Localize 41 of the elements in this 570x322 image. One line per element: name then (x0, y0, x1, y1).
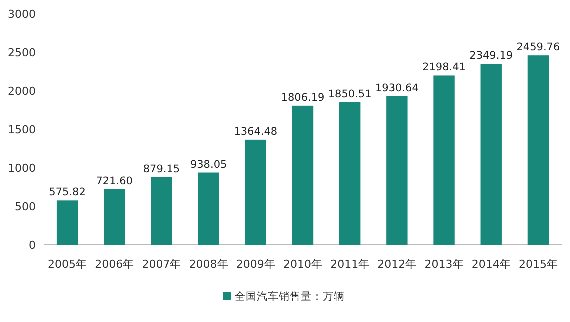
data-label: 938.05 (190, 158, 228, 171)
data-label: 1850.51 (328, 88, 372, 101)
y-tick-label: 3000 (8, 8, 36, 21)
bar (528, 56, 550, 245)
data-label: 1930.64 (375, 82, 420, 94)
data-label: 721.60 (96, 175, 134, 188)
bar (339, 102, 361, 245)
data-label: 2349.19 (470, 50, 514, 62)
bar (386, 96, 408, 245)
data-label: 2198.41 (422, 62, 466, 74)
x-tick-label: 2014年 (472, 258, 511, 271)
y-tick-label: 2500 (8, 46, 36, 60)
x-tick-label: 2010年 (284, 258, 322, 271)
bar (292, 106, 314, 245)
x-tick-label: 2009年 (236, 258, 276, 271)
y-tick-label: 1000 (8, 162, 36, 175)
x-tick-label: 2007年 (142, 258, 182, 271)
data-label: 879.15 (143, 163, 180, 176)
bar (104, 189, 126, 245)
x-tick-label: 2015年 (518, 258, 558, 271)
x-tick-label: 2008年 (189, 258, 228, 271)
data-label: 575.82 (49, 186, 86, 199)
x-tick-label: 2011年 (330, 258, 370, 271)
bar (56, 200, 78, 245)
x-tick-label: 2013年 (424, 258, 464, 271)
y-tick-label: 500 (15, 200, 36, 214)
bar (480, 64, 502, 245)
data-label: 2459.76 (516, 42, 560, 54)
bar (151, 177, 172, 245)
bar (434, 76, 455, 245)
bar (245, 140, 267, 245)
y-tick-label: 0 (29, 239, 36, 252)
data-label: 1364.48 (234, 126, 278, 138)
x-tick-label: 2006年 (95, 258, 134, 271)
bar (198, 172, 220, 245)
y-tick-label: 2000 (8, 85, 36, 98)
legend-label: 全国汽车销售量：万辆 (235, 290, 345, 303)
x-tick-label: 2012年 (378, 258, 417, 271)
y-tick-label: 1500 (8, 124, 36, 136)
x-tick-label: 2005年 (48, 258, 88, 271)
data-label: 1806.19 (281, 92, 325, 104)
